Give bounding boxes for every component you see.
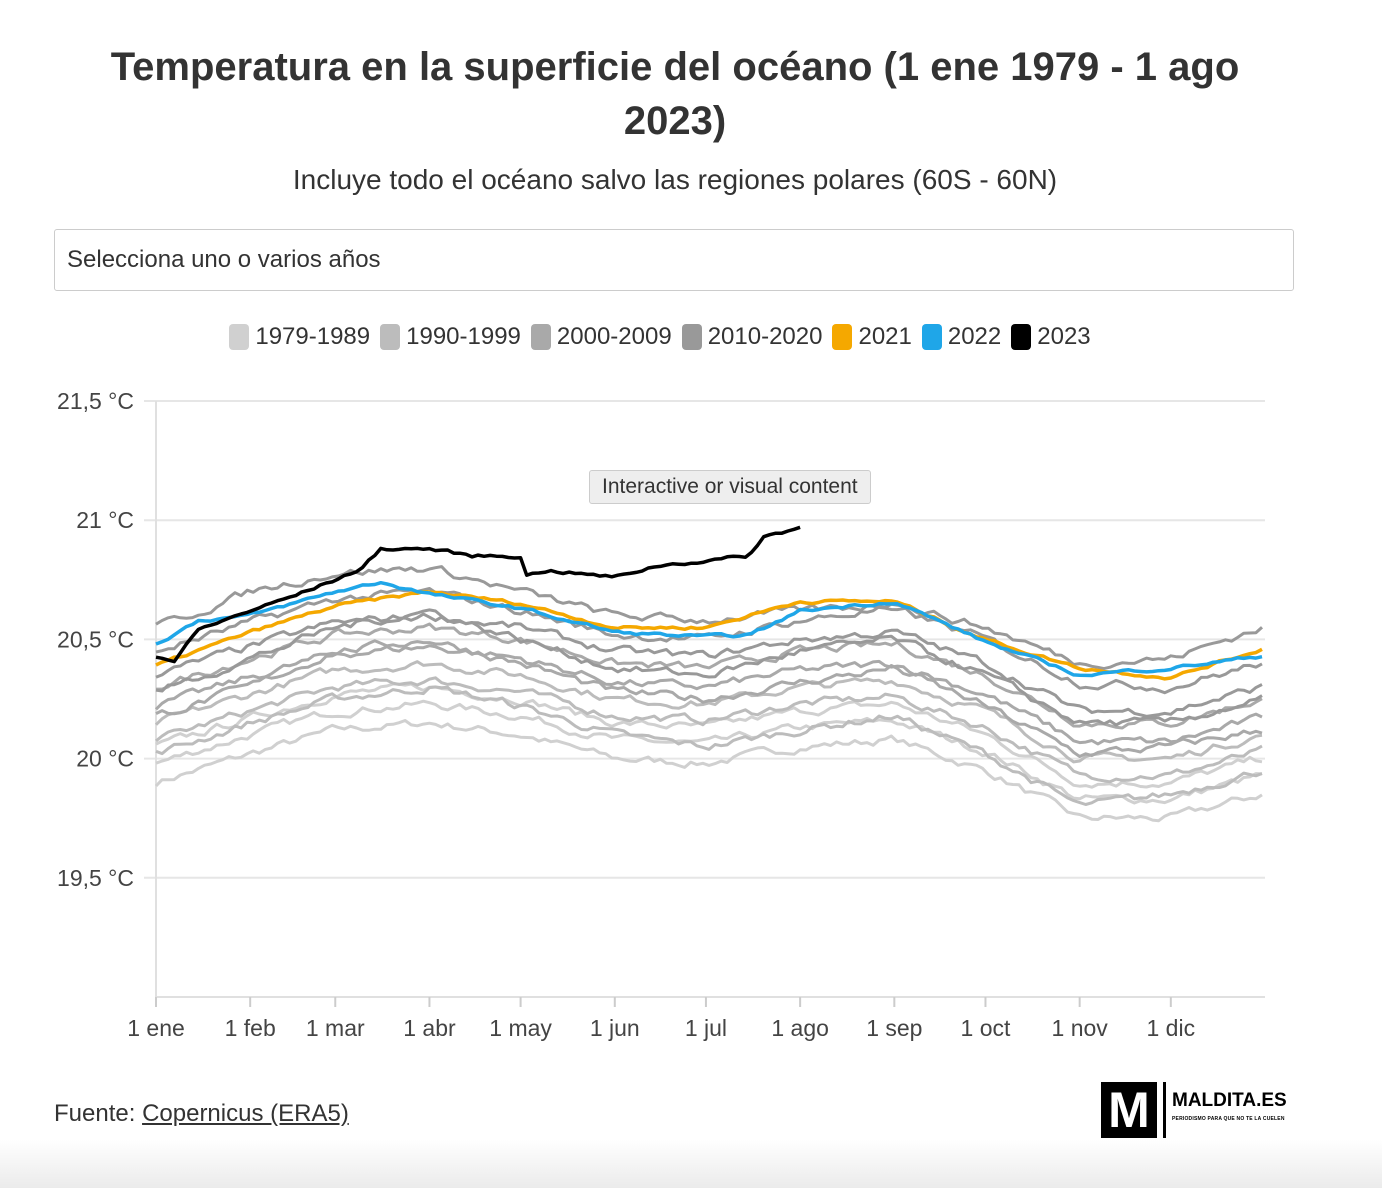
legend-swatch — [832, 324, 853, 350]
legend-swatch — [1011, 324, 1032, 350]
legend-item[interactable]: 2000-2009 — [530, 323, 672, 351]
x-tick-label: 1 may — [489, 1015, 552, 1041]
legend-swatch — [229, 324, 250, 350]
legend-item[interactable]: 2023 — [1011, 323, 1091, 351]
logo-tagline: PERIODISMO PARA QUE NO TE LA CUELEN — [1172, 1116, 1285, 1122]
y-tick-label: 21 °C — [76, 507, 134, 533]
logo-text: MALDITA.ES — [1172, 1090, 1287, 1111]
maldita-logo[interactable]: M MALDITA.ES PERIODISMO PARA QUE NO TE LA… — [1101, 1082, 1287, 1138]
series-line-1990-1999 — [155, 685, 1263, 806]
legend-label: 2022 — [947, 323, 1002, 350]
x-tick-label: 1 jul — [685, 1015, 727, 1041]
logo-m-icon: M — [1101, 1082, 1157, 1138]
series-line-2021 — [155, 589, 1263, 681]
series-line-1979-1989 — [154, 719, 1263, 823]
y-tick-label: 20,5 °C — [57, 626, 134, 652]
source-note: Fuente: Copernicus (ERA5) — [54, 1100, 349, 1128]
year-select[interactable]: Selecciona uno o varios años — [54, 229, 1294, 291]
legend-label: 2010-2020 — [707, 323, 823, 350]
series-line-2000-2009 — [154, 644, 1263, 746]
chart-title: Temperatura en la superficie del océano … — [110, 45, 1240, 143]
legend-item[interactable]: 2021 — [832, 323, 912, 351]
x-tick-label: 1 ago — [771, 1015, 829, 1041]
legend-item[interactable]: 1979-1989 — [229, 323, 370, 351]
chart-subtitle: Incluye todo el océano salvo las regione… — [292, 164, 1058, 195]
x-tick-label: 1 oct — [961, 1015, 1011, 1041]
series-line-2010-2020 — [155, 608, 1263, 727]
legend: 1979-1989 1990-1999 2000-2009 2010-2020 2021… — [0, 323, 1320, 351]
series-line-1990-1999 — [154, 660, 1263, 764]
y-tick-label: 20 °C — [76, 746, 134, 772]
x-tick-label: 1 dic — [1147, 1015, 1196, 1041]
legend-swatch — [530, 324, 551, 350]
legend-label: 2023 — [1037, 323, 1091, 350]
legend-item[interactable]: 1990-1999 — [380, 323, 521, 351]
logo-divider — [1163, 1082, 1166, 1138]
series-line-1979-1989 — [155, 682, 1263, 789]
series-line-2010-2020 — [155, 565, 1264, 671]
x-tick-label: 1 ene — [127, 1015, 185, 1041]
y-tick-label: 19,5 °C — [57, 865, 134, 891]
bottom-fade — [0, 1140, 1382, 1188]
series-line-2010-2020 — [155, 612, 1263, 718]
legend-swatch — [380, 324, 401, 350]
source-link[interactable]: Copernicus (ERA5) — [142, 1100, 349, 1127]
series-line-1979-1989 — [155, 699, 1263, 805]
x-tick-label: 1 mar — [306, 1015, 365, 1041]
source-label: Fuente: — [54, 1100, 143, 1127]
legend-label: 1979-1989 — [255, 323, 371, 350]
y-tick-label: 21,5 °C — [57, 388, 134, 414]
legend-label: 1990-1999 — [406, 323, 521, 350]
series-line-2022 — [155, 580, 1263, 678]
legend-item[interactable]: 2010-2020 — [681, 323, 823, 351]
series-line-1990-1999 — [155, 676, 1263, 784]
series-line-2000-2009 — [156, 622, 1263, 730]
legend-label: 2021 — [858, 323, 912, 350]
series-line-2000-2009 — [155, 639, 1263, 758]
x-tick-label: 1 abr — [403, 1015, 456, 1041]
x-tick-label: 1 jun — [590, 1015, 640, 1041]
x-tick-label: 1 sep — [866, 1015, 922, 1041]
legend-swatch — [921, 324, 942, 350]
x-tick-label: 1 nov — [1052, 1015, 1109, 1041]
series-line-2023 — [155, 525, 801, 664]
legend-swatch — [681, 324, 702, 350]
tooltip: Interactive or visual content — [589, 470, 871, 504]
legend-item[interactable]: 2022 — [921, 323, 1002, 351]
legend-label: 2000-2009 — [556, 323, 672, 350]
x-tick-label: 1 feb — [225, 1015, 276, 1041]
